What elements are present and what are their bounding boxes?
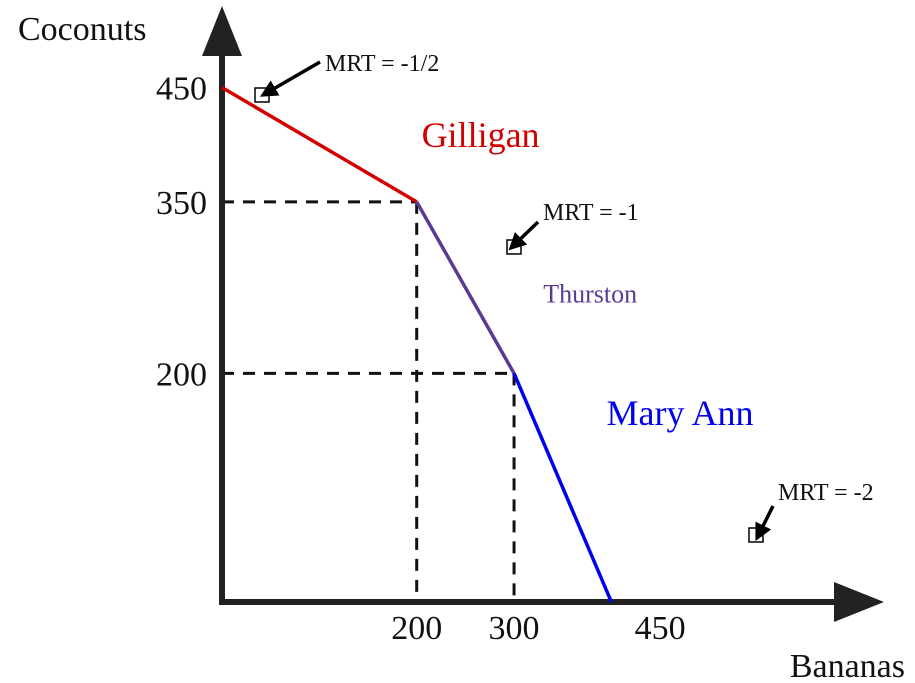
y-axis-arrowhead <box>202 6 242 56</box>
series-label-0: Gilligan <box>422 115 540 155</box>
y-tick-label-1: 350 <box>156 185 207 222</box>
y-axis-title: Coconuts <box>18 11 146 48</box>
y-tick-label-0: 200 <box>156 356 207 393</box>
mrt-arrow-1 <box>508 220 540 251</box>
x-tick-label-0: 200 <box>391 610 442 647</box>
x-axis-title: Bananas <box>790 648 905 683</box>
series-line-1 <box>415 200 516 375</box>
tangent-marker-2 <box>748 527 764 543</box>
mrt-arrow-0 <box>259 60 321 97</box>
series-line-0 <box>221 86 418 204</box>
x-tick-label-2: 450 <box>635 610 686 647</box>
tangent-marker-1 <box>506 239 522 255</box>
series-label-2: Mary Ann <box>607 393 754 433</box>
x-tick-label-1: 300 <box>489 610 540 647</box>
tangent-marker-0 <box>254 87 270 103</box>
series-line-2 <box>512 372 614 603</box>
x-axis-arrowhead <box>834 582 884 622</box>
mrt-label-2: MRT = -2 <box>778 480 874 506</box>
series-label-1: Thurston <box>543 279 637 308</box>
y-tick-label-2: 450 <box>156 71 207 108</box>
mrt-label-1: MRT = -1 <box>543 200 639 226</box>
mrt-label-0: MRT = -1/2 <box>325 51 439 77</box>
mrt-arrow-2 <box>755 505 775 542</box>
